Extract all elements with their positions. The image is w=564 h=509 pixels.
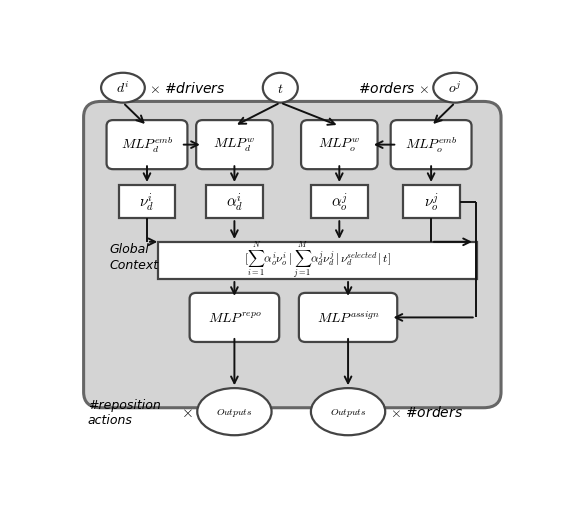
Text: $d^i$: $d^i$: [116, 81, 130, 96]
Text: $\alpha_o^{j}$: $\alpha_o^{j}$: [331, 191, 348, 213]
FancyBboxPatch shape: [206, 185, 263, 219]
FancyBboxPatch shape: [107, 121, 187, 170]
Ellipse shape: [101, 74, 145, 103]
Ellipse shape: [433, 74, 477, 103]
Ellipse shape: [263, 74, 298, 103]
Text: $\times$ #drivers: $\times$ #drivers: [149, 81, 226, 96]
Ellipse shape: [311, 388, 385, 435]
FancyBboxPatch shape: [301, 121, 377, 170]
FancyBboxPatch shape: [118, 185, 175, 219]
Ellipse shape: [197, 388, 272, 435]
Text: $Outputs$: $Outputs$: [330, 406, 367, 418]
Text: $o^j$: $o^j$: [448, 81, 462, 96]
Text: $\times$: $\times$: [180, 404, 192, 419]
Text: $\times$ #orders: $\times$ #orders: [390, 404, 462, 419]
FancyBboxPatch shape: [311, 185, 368, 219]
Text: $t$: $t$: [277, 81, 284, 96]
Text: #orders $\times$: #orders $\times$: [358, 81, 429, 96]
Text: Global
Context: Global Context: [110, 243, 159, 271]
FancyBboxPatch shape: [403, 185, 460, 219]
Text: $\alpha_d^{i}$: $\alpha_d^{i}$: [226, 191, 243, 213]
FancyBboxPatch shape: [190, 293, 279, 342]
Text: $MLP^{assign}$: $MLP^{assign}$: [316, 310, 380, 326]
Text: #reposition
actions: #reposition actions: [88, 398, 161, 426]
Text: $MLP_o^{w}$: $MLP_o^{w}$: [318, 137, 360, 154]
FancyBboxPatch shape: [196, 121, 272, 170]
Text: $Outputs$: $Outputs$: [216, 406, 253, 418]
Text: $MLP_d^{emb}$: $MLP_d^{emb}$: [121, 136, 173, 155]
FancyBboxPatch shape: [299, 293, 397, 342]
Text: $MLP_d^{w}$: $MLP_d^{w}$: [213, 137, 255, 154]
Text: $[\sum_{i=1}^{N}\alpha_o^i\nu_o^i\,|\,\sum_{j=1}^{M}\alpha_d^j\nu_d^j\,|\,\nu_d^: $[\sum_{i=1}^{N}\alpha_o^i\nu_o^i\,|\,\s…: [244, 241, 391, 281]
FancyBboxPatch shape: [83, 102, 501, 408]
Text: $MLP_o^{emb}$: $MLP_o^{emb}$: [405, 136, 457, 155]
Text: $\nu_o^{j}$: $\nu_o^{j}$: [424, 191, 439, 213]
FancyBboxPatch shape: [391, 121, 472, 170]
Text: $\nu_d^{i}$: $\nu_d^{i}$: [139, 191, 155, 213]
Text: $MLP^{repo}$: $MLP^{repo}$: [208, 310, 261, 325]
FancyBboxPatch shape: [158, 242, 477, 279]
